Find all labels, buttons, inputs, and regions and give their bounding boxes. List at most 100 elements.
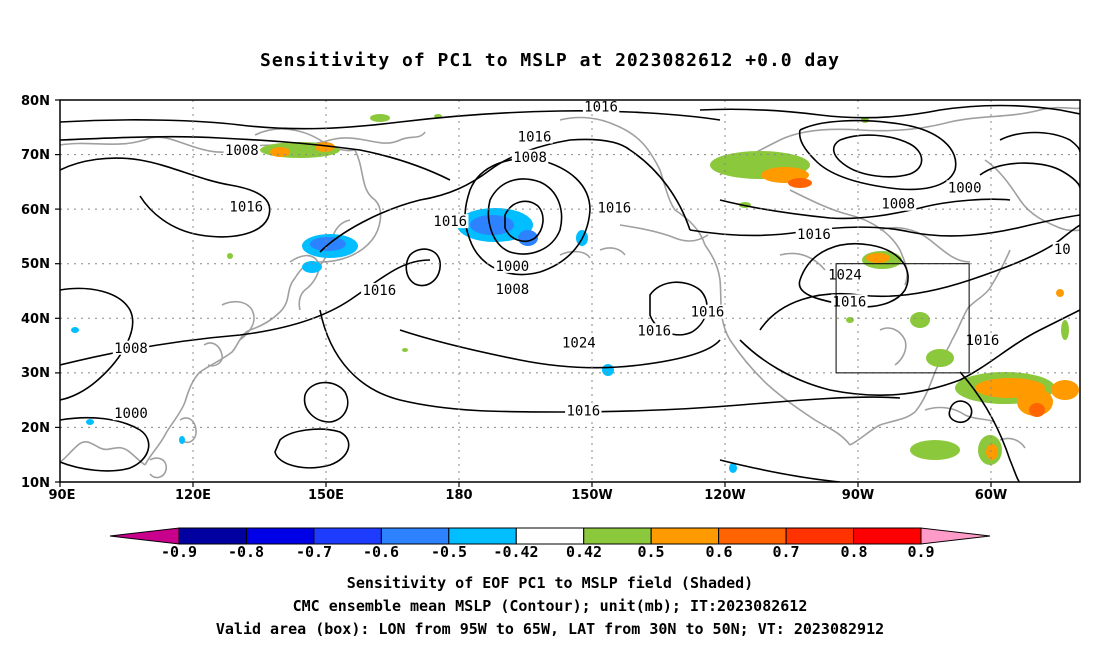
contour-label: 1024 [562, 335, 596, 351]
contour-label-background [516, 129, 553, 144]
contour-label: 1000 [948, 180, 982, 196]
contour-label: 1016 [833, 294, 867, 310]
colorbar-segment [718, 527, 787, 545]
colorbar-label: -0.9 [161, 543, 197, 561]
contour-label-background [223, 143, 261, 158]
colorbar-label: 0.42 [566, 543, 602, 561]
colorbar-segment [448, 527, 517, 545]
lat-label: 40N [21, 312, 50, 327]
contour-label-background [831, 294, 868, 309]
colorbar-segment [515, 527, 585, 545]
caption-valid-area: Valid area (box): LON from 95W to 65W, L… [215, 620, 885, 638]
contour-label-background [795, 227, 833, 242]
colorbar-low-arrow [109, 527, 180, 545]
contour-label-background [879, 196, 917, 211]
contour-labels: 1016 1008 1016 1008 1000 1008 1016 1016 1016 1016… [112, 100, 1072, 422]
valid-area-box [835, 263, 970, 374]
contour-label-background [1052, 241, 1072, 256]
colorbar-segment [380, 527, 450, 545]
colorbar-segment [245, 527, 315, 545]
lat-label: 30N [21, 366, 50, 381]
contour-label: 1008 [513, 150, 547, 166]
contour-label-background [596, 200, 633, 215]
contour-label: 10 [1054, 242, 1071, 258]
caption-contour: CMC ensemble mean MSLP (Contour); unit(m… [292, 597, 808, 615]
colorbar-high-arrow [920, 527, 991, 545]
contour-label: 1016 [797, 227, 831, 243]
colorbar-labels: -0.9 -0.8 -0.7 -0.6 -0.5 -0.42 0.42 0.5 … [161, 543, 935, 561]
contour-label-background [112, 406, 150, 421]
contour-label-background [228, 199, 265, 214]
contour-label-background [964, 333, 1001, 348]
contour-label-background [432, 214, 469, 229]
colorbar-label: -0.42 [493, 543, 538, 561]
lon-label: 90W [842, 488, 874, 503]
contour-label: 1024 [828, 268, 862, 284]
contour-label-background [946, 180, 983, 195]
contour-label-background [511, 149, 549, 164]
contour-label: 1008 [881, 197, 915, 213]
colorbar-label: 0.6 [705, 543, 732, 561]
contour-label: 1008 [495, 282, 529, 298]
lat-label: 20N [21, 421, 50, 436]
colorbar [109, 527, 991, 545]
mslp-contours [60, 104, 1080, 482]
lat-label: 50N [21, 257, 50, 272]
colorbar-segment [785, 527, 855, 545]
contour-label: 1016 [691, 305, 725, 321]
colorbar-segment [650, 527, 720, 545]
map-background [60, 100, 1080, 482]
colorbar-segment [178, 527, 247, 545]
lon-label: 150E [308, 488, 344, 503]
contour-label-background [565, 403, 602, 418]
contour-label-background [689, 304, 726, 319]
lat-label: 70N [21, 148, 50, 163]
caption-shading: Sensitivity of EOF PC1 to MSLP field (Sh… [346, 574, 754, 592]
colorbar-segment [313, 527, 382, 545]
colorbar-label: -0.6 [363, 543, 399, 561]
contour-label-background [112, 340, 150, 355]
axis-ticks [55, 99, 992, 487]
colorbar-label: -0.7 [296, 543, 332, 561]
colorbar-label: 0.9 [907, 543, 934, 561]
contour-label: 1016 [518, 130, 552, 146]
lon-label: 180 [445, 488, 472, 503]
lon-label: 90E [49, 488, 76, 503]
lon-label: 60W [975, 488, 1007, 503]
contour-label: 1016 [433, 214, 467, 230]
sensitivity-shading [71, 114, 1079, 473]
contour-label-background [560, 335, 598, 350]
contour-label: 1016 [584, 100, 618, 116]
contour-label: 1016 [566, 404, 600, 420]
contour-label: 1000 [495, 259, 529, 275]
colorbar-label: -0.5 [431, 543, 467, 561]
contour-label: 1016 [637, 323, 671, 339]
contour-label: 1008 [225, 143, 259, 159]
contour-label: 1016 [597, 201, 631, 217]
contour-label-background [361, 282, 398, 297]
contour-label: 1008 [114, 341, 148, 357]
contour-label: 1016 [229, 199, 263, 215]
colorbar-label: 0.5 [637, 543, 664, 561]
colorbar-label: 0.7 [772, 543, 799, 561]
colorbar-label: -0.8 [228, 543, 264, 561]
colorbar-segment [583, 527, 652, 545]
contour-label-background [494, 258, 531, 273]
lon-label: 150W [571, 488, 612, 503]
contour-label-background [494, 281, 531, 296]
lon-label: 120W [704, 488, 745, 503]
contour-label-background [636, 323, 673, 338]
colorbar-segment [853, 527, 922, 545]
lat-label: 60N [21, 203, 50, 218]
contour-label-background [582, 100, 620, 114]
contour-label: 1016 [362, 283, 396, 299]
lat-label: 10N [21, 476, 50, 491]
latitude-labels: 80N 70N 60N 50N 40N 30N 20N 10N [21, 94, 50, 491]
contour-label: 1016 [966, 333, 1000, 349]
map-frame [59, 99, 1081, 483]
lat-label: 80N [21, 94, 50, 109]
contour-label: 1000 [114, 406, 148, 422]
plot-title: Sensitivity of PC1 to MSLP at 2023082612… [259, 50, 840, 71]
lon-label: 120E [175, 488, 211, 503]
